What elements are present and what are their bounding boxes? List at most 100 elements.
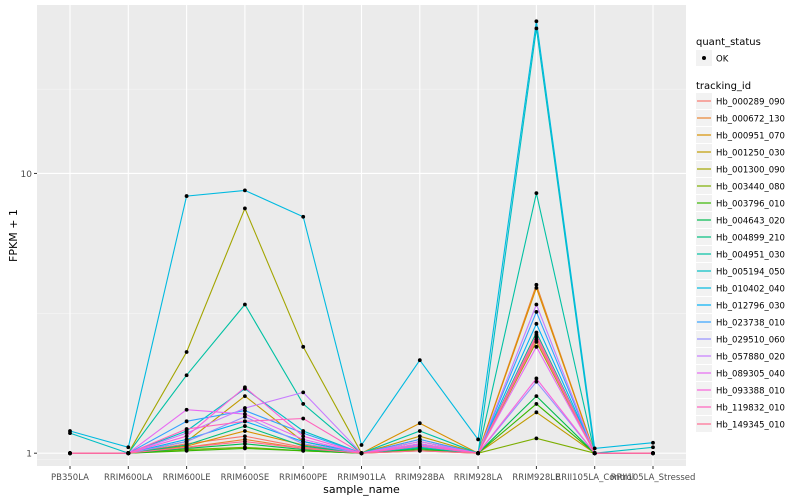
- data-point: [184, 445, 189, 450]
- data-point: [184, 419, 189, 424]
- data-point: [301, 431, 306, 435]
- data-point: [359, 451, 364, 456]
- data-point: [184, 350, 189, 354]
- data-point: [534, 344, 539, 349]
- x-tick-label: RRIM928LE: [512, 473, 560, 483]
- legend-series-label: Hb_004899_210: [716, 234, 785, 244]
- data-point: [592, 446, 597, 451]
- x-tick-label: RRII105LA_Control: [555, 473, 634, 483]
- data-point: [417, 421, 422, 426]
- data-point: [243, 419, 247, 424]
- data-point: [534, 285, 539, 290]
- data-point: [534, 402, 539, 406]
- data-point: [301, 214, 306, 219]
- data-point: [184, 194, 189, 198]
- data-point: [68, 451, 72, 456]
- data-point: [476, 437, 480, 442]
- data-point: [301, 441, 306, 446]
- legend-series-label: Hb_005194_050: [716, 268, 785, 278]
- data-point: [243, 385, 247, 390]
- data-point: [184, 373, 189, 378]
- data-point: [243, 406, 247, 410]
- legend-series-label: Hb_010402_040: [716, 285, 785, 295]
- x-axis-title: sample_name: [323, 483, 400, 496]
- data-point: [476, 451, 480, 456]
- data-point: [534, 376, 539, 381]
- legend-series-label: Hb_119832_010: [716, 404, 785, 414]
- data-point: [243, 434, 247, 439]
- data-point: [126, 451, 131, 456]
- x-tick-label: RRIM600SE: [221, 473, 270, 483]
- data-point: [243, 188, 247, 193]
- legend-series-label: Hb_000672_130: [716, 115, 785, 125]
- data-point: [301, 416, 306, 421]
- data-point: [417, 358, 422, 363]
- data-point: [184, 427, 189, 431]
- data-point: [243, 446, 247, 451]
- data-point: [534, 191, 539, 196]
- data-point: [534, 379, 539, 384]
- data-point: [534, 332, 539, 337]
- data-point: [359, 443, 364, 447]
- legend-series-label: Hb_089305_040: [716, 370, 785, 380]
- data-point: [243, 412, 247, 416]
- x-tick-label: RRIM600PE: [279, 473, 327, 483]
- legend-series-label: Hb_029510_060: [716, 336, 785, 346]
- axes: 1 10 PB350LA RRIM600LA RRIM600LE RRIM600SE RRI…: [7, 170, 695, 496]
- data-point: [243, 424, 247, 428]
- data-point: [534, 436, 539, 441]
- data-point: [534, 321, 539, 326]
- data-point: [417, 448, 422, 453]
- data-point: [243, 429, 247, 433]
- data-point: [417, 444, 422, 449]
- legend-series-label: Hb_004643_020: [716, 217, 785, 227]
- legend-series-label: Hb_057880_020: [716, 353, 785, 363]
- data-point: [184, 434, 189, 439]
- data-point: [301, 390, 306, 395]
- legend-series-label: Hb_004951_030: [716, 251, 785, 261]
- data-point: [68, 429, 72, 433]
- legend-shape-label: OK: [716, 55, 729, 65]
- legend-color-title: tracking_id: [696, 81, 751, 92]
- grid: [37, 5, 686, 466]
- data-point: [243, 439, 247, 444]
- data-point: [184, 439, 189, 444]
- x-tick-label: RRII105LA_Stressed: [611, 473, 696, 483]
- legend-series-label: Hb_003440_080: [716, 183, 785, 193]
- legend-series-label: Hb_093388_010: [716, 387, 785, 397]
- legend-series-label: Hb_001250_030: [716, 149, 785, 159]
- legend-series-label: Hb_012796_030: [716, 302, 785, 312]
- data-point: [243, 206, 247, 211]
- data-point: [534, 309, 539, 314]
- data-point: [417, 429, 422, 433]
- x-tick-label: RRIM901LA: [337, 473, 386, 483]
- x-tick-label: RRIM600LA: [104, 473, 153, 483]
- data-point: [243, 414, 247, 419]
- data-point: [534, 394, 539, 398]
- data-point: [184, 407, 189, 412]
- data-point: [417, 434, 422, 439]
- x-tick-label: PB350LA: [51, 473, 89, 483]
- data-point: [534, 410, 539, 415]
- legend-series-label: Hb_000951_070: [716, 132, 785, 142]
- legend-series-label: Hb_000289_090: [716, 98, 785, 108]
- data-point: [243, 302, 247, 307]
- legend: quant_status OK tracking_id Hb_000289_090 Hb…: [696, 37, 785, 432]
- data-point: [301, 434, 306, 439]
- legend-shape-title: quant_status: [696, 37, 761, 48]
- data-point: [534, 282, 539, 287]
- data-point: [651, 451, 655, 456]
- data-point: [651, 445, 655, 450]
- legend-series-label: Hb_003796_010: [716, 200, 785, 210]
- data-point: [126, 445, 131, 450]
- data-point: [534, 302, 539, 307]
- data-point: [301, 402, 306, 406]
- data-point: [184, 431, 189, 435]
- y-tick-label: 10: [21, 170, 33, 180]
- data-point: [534, 19, 539, 24]
- legend-series-label: Hb_149345_010: [716, 421, 785, 431]
- x-tick-label: RRIM600LE: [163, 473, 211, 483]
- data-point: [301, 446, 306, 451]
